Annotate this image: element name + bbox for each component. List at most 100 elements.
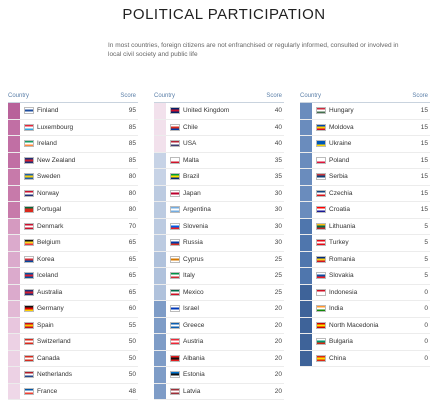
country-name: Korea	[37, 255, 55, 263]
flag-icon	[170, 371, 180, 378]
country-name: Malta	[183, 156, 199, 164]
country-name: Israel	[183, 305, 199, 312]
country-score: 25	[274, 255, 282, 263]
country-name: USA	[183, 140, 197, 147]
score-color-bar	[154, 284, 166, 300]
flag-icon	[170, 156, 180, 164]
score-color-bar	[154, 301, 166, 317]
country-score: 35	[274, 173, 282, 180]
score-color-bar	[8, 317, 20, 333]
country-name: India	[329, 305, 344, 312]
table-row: Denmark 70	[8, 218, 138, 235]
country-score: 65	[128, 239, 136, 246]
country-name: Norway	[37, 189, 60, 197]
table-row: Estonia 20	[154, 367, 284, 384]
country-name: Turkey	[329, 239, 349, 246]
column-header: Country Score	[300, 93, 430, 103]
score-color-bar	[154, 268, 166, 284]
table-row: Netherlands 50	[8, 367, 138, 384]
country-score: 30	[274, 206, 282, 213]
score-color-bar	[300, 103, 312, 119]
table-row: Portugal 80	[8, 202, 138, 219]
country-name: Ireland	[37, 140, 57, 147]
country-score: 20	[274, 354, 282, 362]
country-score: 40	[274, 107, 282, 114]
country-score: 5	[424, 255, 428, 263]
country-score: 65	[128, 288, 136, 296]
score-color-bar	[154, 119, 166, 135]
country-name: Czechia	[329, 189, 353, 197]
country-name: Ukraine	[329, 140, 352, 147]
score-color-bar	[154, 383, 166, 399]
table-row: Iceland 65	[8, 268, 138, 285]
country-name: Greece	[183, 321, 205, 329]
country-name: Albania	[183, 354, 205, 362]
country-score: 20	[274, 338, 282, 345]
flag-icon	[316, 156, 326, 164]
country-score: 40	[274, 140, 282, 147]
score-color-bar	[8, 218, 20, 234]
table-row: Serbia 15	[300, 169, 430, 186]
score-color-bar	[154, 136, 166, 152]
table-row: Japan 30	[154, 185, 284, 202]
country-score: 60	[128, 305, 136, 312]
flag-icon	[316, 173, 326, 180]
country-score: 80	[128, 173, 136, 180]
flag-icon	[316, 239, 326, 246]
table-row: Greece 20	[154, 317, 284, 334]
score-color-bar	[300, 119, 312, 135]
score-color-bar	[300, 334, 312, 350]
country-score: 65	[128, 255, 136, 263]
score-color-bar	[154, 334, 166, 350]
flag-icon	[24, 123, 34, 131]
score-color-bar	[300, 202, 312, 218]
country-score: 15	[420, 206, 428, 213]
score-color-bar	[154, 251, 166, 267]
table-row: Poland 15	[300, 152, 430, 169]
flag-icon	[170, 140, 180, 147]
table-row: Switzerland 50	[8, 334, 138, 351]
table-row: Malta 35	[154, 152, 284, 169]
flag-icon	[316, 206, 326, 213]
table-row: Moldova 15	[300, 119, 430, 136]
country-score: 20	[274, 321, 282, 329]
flag-icon	[316, 189, 326, 197]
flag-icon	[170, 255, 180, 263]
flag-icon	[170, 288, 180, 296]
country-name: Latvia	[183, 387, 201, 395]
country-score: 0	[424, 288, 428, 296]
country-name: North Macedonia	[329, 321, 379, 329]
flag-icon	[316, 338, 326, 345]
score-color-bar	[154, 169, 166, 185]
country-score: 15	[420, 156, 428, 164]
flag-icon	[24, 272, 34, 279]
table-row: Italy 25	[154, 268, 284, 285]
score-color-bar	[8, 185, 20, 201]
table-row: India 0	[300, 301, 430, 318]
country-name: Japan	[183, 189, 201, 197]
chart-subtitle: In most countries, foreign citizens are …	[108, 42, 399, 58]
country-name: Iceland	[37, 272, 58, 279]
flag-icon	[316, 140, 326, 147]
country-score: 48	[128, 387, 136, 395]
table-row: Sweden 80	[8, 169, 138, 186]
column-header: Country Score	[8, 93, 138, 103]
flag-icon	[170, 206, 180, 213]
score-color-bar	[8, 235, 20, 251]
table-column-2: Country Score United Kingdom 40 Chile 40 USA 40…	[154, 93, 284, 400]
score-color-bar	[8, 284, 20, 300]
country-score: 25	[274, 288, 282, 296]
flag-icon	[24, 288, 34, 296]
flag-icon	[170, 222, 180, 230]
score-color-bar	[300, 317, 312, 333]
flag-icon	[316, 321, 326, 329]
table-row: Australia 65	[8, 284, 138, 301]
score-color-bar	[300, 301, 312, 317]
table-row: Latvia 20	[154, 383, 284, 400]
country-score: 15	[420, 140, 428, 147]
country-score: 70	[128, 222, 136, 230]
country-score: 35	[274, 156, 282, 164]
flag-icon	[24, 321, 34, 329]
flag-icon	[316, 222, 326, 230]
country-score: 15	[420, 189, 428, 197]
